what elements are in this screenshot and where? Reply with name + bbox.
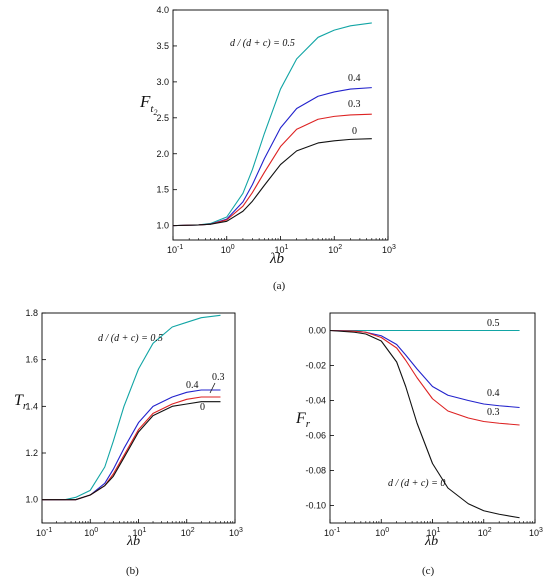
panel-b-ytick-label-3: 1.6 xyxy=(25,355,38,365)
panel-b-ticks: 10-1 100 101 102 103 1.0 1.2 1.4 1.6 1.8 xyxy=(25,308,243,538)
panel-b-ytick-label-0: 1.0 xyxy=(25,495,38,505)
panel-c-ylabel: Fr xyxy=(295,410,311,430)
panel-b-xlabel: λb xyxy=(126,534,140,549)
panel-b-series-2-line xyxy=(42,396,221,501)
panel-a-ytick-label-5: 3.5 xyxy=(156,41,169,51)
panel-c-frame xyxy=(329,312,536,524)
panel-c-series-1-label: 0.4 xyxy=(487,388,500,399)
panel-a-xtick-label-1: 100 xyxy=(221,244,235,255)
panel-a-ytick-label-2: 2.0 xyxy=(156,149,169,159)
panel-b-ylabel: Tr xyxy=(14,392,28,412)
panel-b-xtick-label-4: 103 xyxy=(229,527,243,538)
panel-a-series-0-label: d / (d + c) = 0.5 xyxy=(230,38,295,49)
panel-b-ytick-label-2: 1.4 xyxy=(25,401,38,411)
panel-b-arrow xyxy=(209,382,216,394)
panel-a-ytick-label-1: 1.5 xyxy=(156,185,169,195)
panel-a-lines xyxy=(172,22,372,227)
panel-c-lines xyxy=(329,329,520,519)
panel-a: 10-1 100 101 102 103 1.0 1.5 2.0 2.5 3.0 3.5 4.0 Ft… xyxy=(139,5,396,292)
panel-c: 10-1 100 101 102 103 0.00 -0.02 -0.04 -0.06 -0.08… xyxy=(295,312,543,577)
panel-a-series-1-line xyxy=(172,87,372,227)
panel-c-ytick-label-1: -0.02 xyxy=(305,361,326,371)
panel-a-series-2-line xyxy=(172,113,372,227)
panel-c-xtick-label-0: 10-1 xyxy=(324,527,340,538)
panel-a-ytick-label-3: 2.5 xyxy=(156,113,169,123)
panel-c-ytick-label-5: -0.10 xyxy=(305,501,326,511)
panel-a-label: (a) xyxy=(273,280,286,292)
panel-a-series-0-line xyxy=(172,22,372,227)
panel-c-xtick-label-1: 100 xyxy=(375,527,389,538)
panel-b-series-0-line xyxy=(42,314,221,501)
panel-c-series-2-line xyxy=(329,329,520,426)
panel-c-series-2-label: 0.3 xyxy=(487,407,500,418)
panel-b-xtick-label-3: 102 xyxy=(181,527,195,538)
panel-c-ytick-label-4: -0.08 xyxy=(305,466,326,476)
panel-c-series-3-line xyxy=(329,329,520,519)
panel-b-ytick-label-1: 1.2 xyxy=(25,448,38,458)
panel-a-xtick-label-4: 103 xyxy=(382,244,396,255)
panel-b-frame xyxy=(41,312,236,524)
panel-a-xtick-label-3: 102 xyxy=(328,244,342,255)
panel-c-xtick-label-4: 103 xyxy=(529,527,543,538)
panel-a-ytick-label-4: 3.0 xyxy=(156,77,169,87)
panel-b-xtick-label-1: 100 xyxy=(84,527,98,538)
panel-b-lines xyxy=(42,314,221,501)
panel-b-series-1-label: 0.4 xyxy=(186,380,199,391)
panel-c-ticks: 10-1 100 101 102 103 0.00 -0.02 -0.04 -0.06 -0.08… xyxy=(305,326,543,539)
panel-b-series-3-line xyxy=(42,401,221,501)
panel-b-xtick-label-2: 101 xyxy=(133,527,147,538)
panel-a-xtick-label-0: 10-1 xyxy=(167,244,183,255)
panel-c-series-0-label: 0.5 xyxy=(487,318,500,329)
panel-b-series-0-label: d / (d + c) = 0.5 xyxy=(98,333,163,344)
panel-a-series-3-line xyxy=(172,138,372,227)
panel-a-xlabel: λb xyxy=(269,251,284,267)
panel-a-ylabel: Ft2 xyxy=(139,92,157,117)
panel-a-ticks: 10-1 100 101 102 103 1.0 1.5 2.0 2.5 3.0 3.5 4.0 xyxy=(156,5,396,255)
panel-a-xtick-label-2: 101 xyxy=(275,244,289,255)
panel-a-ytick-label-0: 1.0 xyxy=(156,221,169,231)
panel-a-series-1-label: 0.4 xyxy=(348,73,361,84)
panel-b-xtick-label-0: 10-1 xyxy=(36,527,52,538)
panel-a-series-3-label: 0 xyxy=(352,126,357,137)
panel-c-series-3-label: d / (d + c) = 0 xyxy=(388,478,445,489)
panel-b-series-2-label: 0.3 xyxy=(212,372,225,383)
panel-a-ytick-label-6: 4.0 xyxy=(156,5,169,15)
panel-c-label: (c) xyxy=(422,565,435,577)
panel-b: 10-1 100 101 102 103 1.0 1.2 1.4 1.6 1.8 Tr λb d … xyxy=(14,308,243,577)
panel-b-series-3-label: 0 xyxy=(200,402,205,413)
panel-c-ytick-label-2: -0.04 xyxy=(305,396,326,406)
panel-c-ytick-label-3: -0.06 xyxy=(305,431,326,441)
panel-c-xtick-label-3: 102 xyxy=(478,527,492,538)
panel-c-xlabel: λb xyxy=(424,534,438,549)
panel-a-series-2-label: 0.3 xyxy=(348,99,361,110)
panel-b-ytick-label-4: 1.8 xyxy=(25,308,38,318)
panel-c-xtick-label-2: 101 xyxy=(427,527,441,538)
panel-b-label: (b) xyxy=(126,565,139,577)
panel-c-ytick-label-0: 0.00 xyxy=(308,326,326,336)
